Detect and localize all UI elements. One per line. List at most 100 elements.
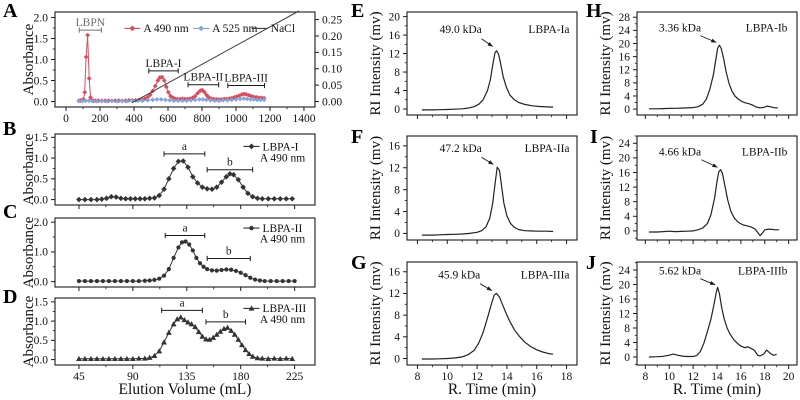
panel-letter-A: A xyxy=(3,0,18,22)
svg-text:0.0: 0.0 xyxy=(34,194,49,206)
panel-letter-B: B xyxy=(3,118,17,140)
svg-text:1.0: 1.0 xyxy=(34,247,49,259)
svg-text:28: 28 xyxy=(619,12,631,24)
svg-text:0.15: 0.15 xyxy=(322,47,342,59)
svg-text:14: 14 xyxy=(711,371,723,383)
svg-text:b: b xyxy=(223,309,229,321)
panel-J-plot: 8 10 12 14 16 18 20 0 4 8 12 16 20 24 5.62 kDa LBPA-III… xyxy=(598,261,798,398)
svg-text:0: 0 xyxy=(394,353,400,365)
svg-text:1.5: 1.5 xyxy=(34,297,49,309)
svg-text:RI Intensity (mv): RI Intensity (mv) xyxy=(598,261,614,365)
svg-text:4: 4 xyxy=(624,91,630,103)
svg-text:LBPA-IIb: LBPA-IIb xyxy=(742,147,788,159)
svg-text:0.5: 0.5 xyxy=(34,174,49,186)
svg-text:LBPN: LBPN xyxy=(76,17,106,29)
svg-text:8: 8 xyxy=(642,371,648,383)
svg-text:14: 14 xyxy=(501,371,513,383)
svg-text:0.10: 0.10 xyxy=(322,64,342,76)
svg-text:0: 0 xyxy=(394,104,400,116)
svg-text:A 490 nm: A 490 nm xyxy=(260,152,305,164)
svg-text:1.0: 1.0 xyxy=(34,54,49,66)
svg-text:0.5: 0.5 xyxy=(34,75,49,87)
svg-text:2.0: 2.0 xyxy=(34,12,49,24)
svg-text:12: 12 xyxy=(619,182,631,194)
svg-text:200: 200 xyxy=(91,113,109,125)
svg-text:20: 20 xyxy=(619,153,631,165)
svg-text:45.9 kDa: 45.9 kDa xyxy=(438,269,480,281)
svg-text:0.00: 0.00 xyxy=(322,96,342,108)
svg-text:A 490 nm: A 490 nm xyxy=(260,314,305,326)
svg-text:10: 10 xyxy=(663,371,675,383)
svg-text:1000: 1000 xyxy=(224,113,247,125)
svg-text:1.5: 1.5 xyxy=(34,33,49,45)
svg-text:LBPA-IIIa: LBPA-IIIa xyxy=(521,269,570,281)
svg-text:A 490 nm: A 490 nm xyxy=(143,23,188,35)
svg-text:135: 135 xyxy=(178,371,196,383)
svg-text:16: 16 xyxy=(389,30,401,42)
svg-text:16: 16 xyxy=(735,371,747,383)
svg-text:Absorbance: Absorbance xyxy=(21,216,37,288)
svg-text:2.0: 2.0 xyxy=(34,217,49,229)
svg-text:4: 4 xyxy=(394,206,400,218)
panel-letter-I: I xyxy=(590,126,598,148)
svg-text:LBPA-I: LBPA-I xyxy=(146,58,182,70)
panel-letter-E: E xyxy=(351,0,365,22)
svg-text:a: a xyxy=(182,141,187,153)
svg-text:225: 225 xyxy=(286,371,304,383)
svg-text:R. Time (min): R. Time (min) xyxy=(673,381,761,398)
svg-text:12: 12 xyxy=(619,308,631,320)
svg-text:LBPA-II: LBPA-II xyxy=(262,223,302,235)
svg-text:b: b xyxy=(226,245,232,257)
svg-text:4: 4 xyxy=(394,85,400,97)
svg-text:LBPA-III: LBPA-III xyxy=(224,73,268,85)
panel-D-plot: 45 90 135 180 225 0.0 0.5 1.0 1.5 a b A 490 nmLBPA-… xyxy=(21,295,316,398)
svg-text:16: 16 xyxy=(619,51,631,63)
svg-text:8: 8 xyxy=(624,196,630,208)
svg-text:18: 18 xyxy=(759,371,771,383)
svg-text:R. Time (min): R. Time (min) xyxy=(448,381,536,398)
svg-text:12: 12 xyxy=(389,163,401,175)
svg-text:LBPA-IIIb: LBPA-IIIb xyxy=(738,265,788,277)
svg-text:4: 4 xyxy=(624,337,630,349)
panel-letter-G: G xyxy=(351,252,367,274)
svg-text:180: 180 xyxy=(232,371,250,383)
panel-letter-D: D xyxy=(3,286,18,308)
svg-text:20: 20 xyxy=(783,371,795,383)
svg-text:0: 0 xyxy=(394,228,400,240)
panel-F-plot: 0 4 8 12 16 47.2 kDa LBPA-IIa RI Intensity (mv) xyxy=(368,135,578,244)
svg-text:1400: 1400 xyxy=(292,113,315,125)
svg-text:RI Intensity (mv): RI Intensity (mv) xyxy=(368,11,384,115)
panel-A-plot: 0 200 400 600 800 1000 1200 1400 0.0 0.5 1.0 1.5 2.0… xyxy=(21,10,342,125)
svg-text:12: 12 xyxy=(687,371,699,383)
svg-text:24: 24 xyxy=(619,138,631,150)
svg-text:400: 400 xyxy=(125,113,143,125)
svg-text:8: 8 xyxy=(624,78,630,90)
svg-text:16: 16 xyxy=(531,371,543,383)
svg-text:3.36 kDa: 3.36 kDa xyxy=(659,23,701,35)
svg-text:18: 18 xyxy=(561,371,573,383)
panel-letter-H: H xyxy=(586,0,602,22)
svg-text:LBPA-Ia: LBPA-Ia xyxy=(528,24,569,36)
svg-text:0.05: 0.05 xyxy=(322,80,342,92)
svg-text:10: 10 xyxy=(442,371,454,383)
svg-text:600: 600 xyxy=(159,113,177,125)
svg-text:LBPA-Ib: LBPA-Ib xyxy=(746,23,788,35)
svg-text:20: 20 xyxy=(619,279,631,291)
svg-text:16: 16 xyxy=(619,167,631,179)
svg-text:8: 8 xyxy=(394,184,400,196)
svg-text:24: 24 xyxy=(619,25,631,37)
svg-text:1.0: 1.0 xyxy=(34,316,49,328)
svg-text:Absorbance: Absorbance xyxy=(21,295,37,367)
svg-text:0.0: 0.0 xyxy=(34,276,49,288)
svg-text:0: 0 xyxy=(63,113,69,125)
svg-text:Absorbance: Absorbance xyxy=(21,133,37,205)
svg-text:8: 8 xyxy=(415,371,421,383)
svg-text:5.62 kDa: 5.62 kDa xyxy=(659,265,701,277)
panel-letter-C: C xyxy=(3,201,18,223)
panel-I-plot: 0 4 8 12 16 20 24 4.66 kDa LBPA-IIb RI Intensity … xyxy=(598,135,798,244)
svg-text:45: 45 xyxy=(73,371,85,383)
svg-text:1200: 1200 xyxy=(258,113,281,125)
svg-text:a: a xyxy=(182,223,187,235)
